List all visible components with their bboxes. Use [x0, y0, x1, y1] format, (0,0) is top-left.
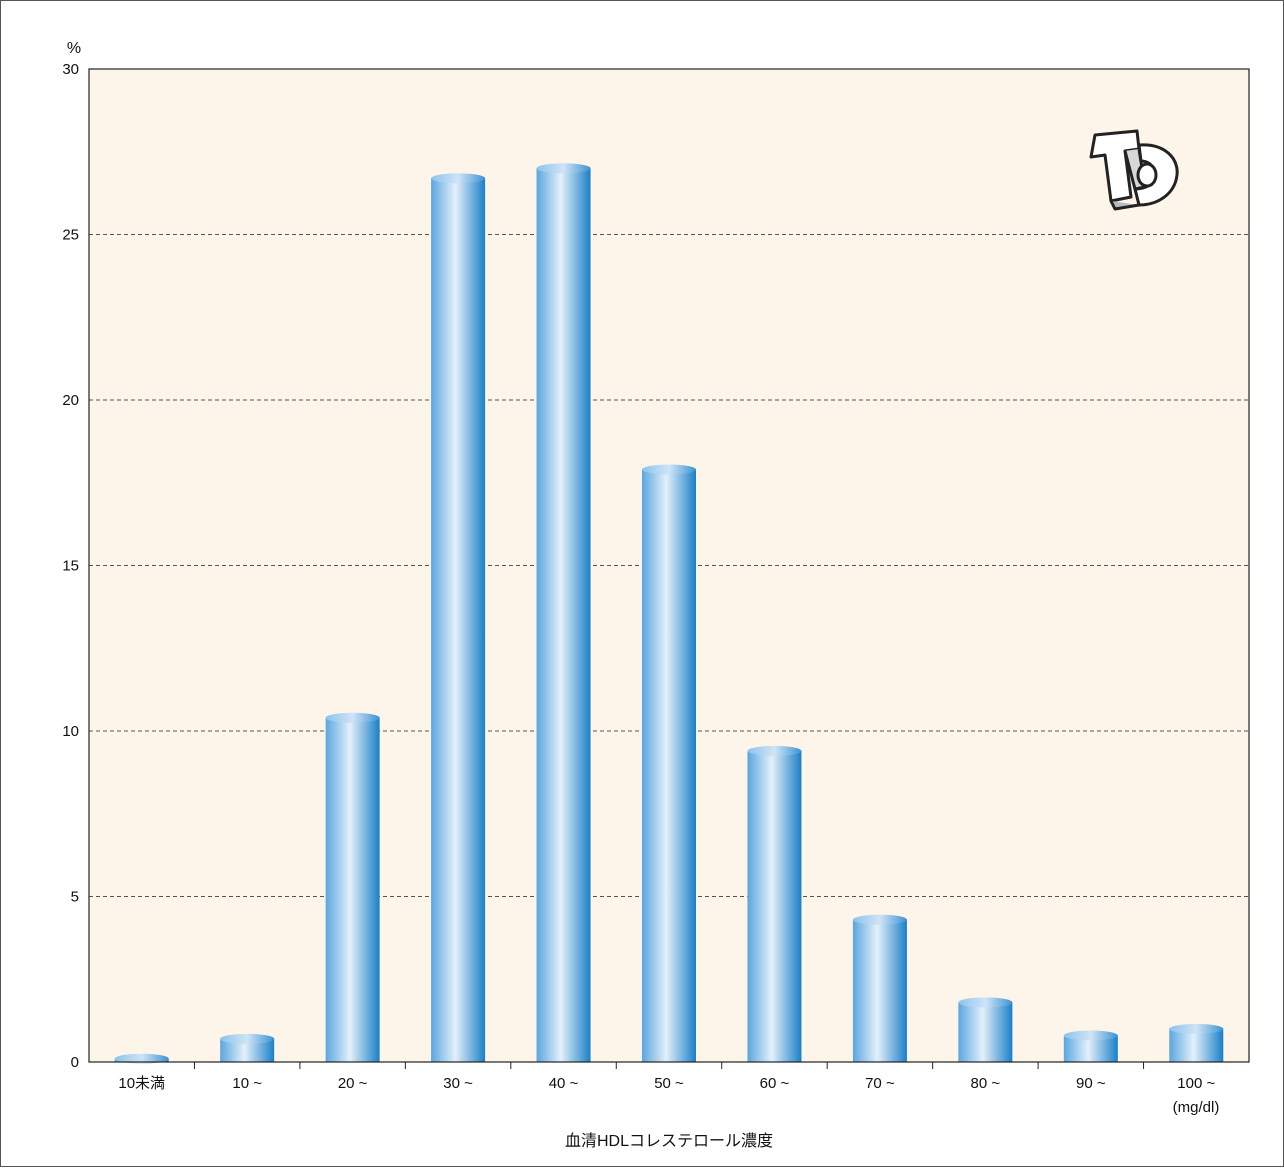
y-tick-label-30: 30: [62, 61, 79, 78]
x-tick-label-4: 40 ~: [549, 1075, 579, 1092]
y-tick-label-5: 5: [71, 889, 79, 906]
td-logo-icon: [1089, 129, 1179, 211]
bar-8: [958, 997, 1013, 1062]
bars: [114, 163, 1224, 1064]
x-axis-unit: (mg/dl): [1173, 1099, 1220, 1116]
bar-7: [852, 914, 907, 1062]
bar-9: [1063, 1030, 1118, 1062]
y-tick-label-25: 25: [62, 227, 79, 244]
bar-1: [220, 1033, 275, 1062]
x-tick-label-0: 10未満: [118, 1075, 165, 1092]
y-tick-labels: 0 5 10 15 20 25 30: [62, 61, 79, 1071]
x-tick-label-3: 30 ~: [443, 1075, 473, 1092]
x-tick-label-7: 70 ~: [865, 1075, 895, 1092]
bar-5: [642, 464, 696, 1062]
x-tick-label-6: 60 ~: [760, 1075, 790, 1092]
bar-3: [431, 173, 486, 1063]
x-tick-labels: 10未満 10 ~ 20 ~ 30 ~ 40 ~ 50 ~ 60 ~ 70 ~ 80 ~ 90 ~…: [118, 1075, 1215, 1092]
x-tick-label-10: 100 ~: [1177, 1075, 1215, 1092]
x-tick-label-1: 10 ~: [232, 1075, 262, 1092]
y-tick-label-20: 20: [62, 392, 79, 409]
y-tick-label-15: 15: [62, 558, 79, 575]
bar-4: [536, 163, 591, 1063]
x-tick-label-5: 50 ~: [654, 1075, 684, 1092]
x-tick-label-8: 80 ~: [971, 1075, 1001, 1092]
bar-6: [747, 745, 802, 1062]
axes: [88, 68, 1250, 1069]
bar-2: [325, 712, 380, 1062]
x-tick-label-9: 90 ~: [1076, 1075, 1106, 1092]
y-tick-label-10: 10: [62, 723, 79, 740]
x-tick-label-2: 20 ~: [338, 1075, 368, 1092]
y-tick-label-0: 0: [71, 1054, 79, 1071]
x-axis-label: 血清HDLコレステロール濃度: [565, 1132, 773, 1150]
bar-10: [1169, 1023, 1224, 1062]
bar-0: [114, 1053, 169, 1064]
gridlines: [89, 234, 1249, 897]
y-axis-label: %: [67, 40, 81, 57]
plot-border: [88, 68, 1250, 1063]
